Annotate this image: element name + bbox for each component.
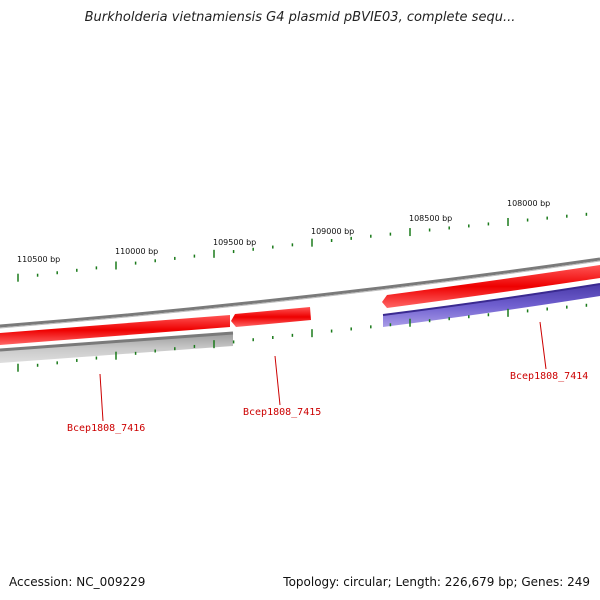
blue-feature — [383, 284, 600, 327]
leader-line-7414 — [539, 321, 547, 370]
leader-line-7416 — [99, 373, 104, 422]
bp-label-109000: 109000 bp — [311, 227, 354, 236]
bp-label-110000: 110000 bp — [115, 247, 158, 256]
bp-label-110500: 110500 bp — [17, 255, 60, 264]
gene-bcep1808-7414[interactable] — [382, 265, 600, 308]
bp-label-108000: 108000 bp — [507, 199, 550, 208]
leader-line-7415 — [274, 355, 281, 406]
summary-text: Topology: circular; Length: 226,679 bp; … — [283, 575, 590, 589]
map-title: Burkholderia vietnamiensis G4 plasmid pB… — [84, 10, 516, 25]
bp-labels: 110500 bp 110000 bp 109500 bp 109000 bp … — [17, 199, 550, 264]
bp-label-109500: 109500 bp — [213, 238, 256, 247]
gene-label-bcep1808-7415[interactable]: Bcep1808_7415 — [243, 407, 321, 418]
gray-feature — [0, 333, 233, 363]
gene-label-bcep1808-7416[interactable]: Bcep1808_7416 — [67, 423, 145, 434]
outer-tick-marks — [17, 212, 588, 282]
bp-label-108500: 108500 bp — [409, 214, 452, 223]
inner-tick-marks — [17, 303, 588, 372]
gene-bcep1808-7415[interactable] — [231, 307, 311, 327]
gene-label-bcep1808-7414[interactable]: Bcep1808_7414 — [510, 371, 588, 382]
backbone-upper — [0, 257, 600, 328]
gene-bcep1808-7416[interactable] — [0, 315, 230, 345]
accession-text: Accession: NC_009229 — [9, 575, 146, 589]
